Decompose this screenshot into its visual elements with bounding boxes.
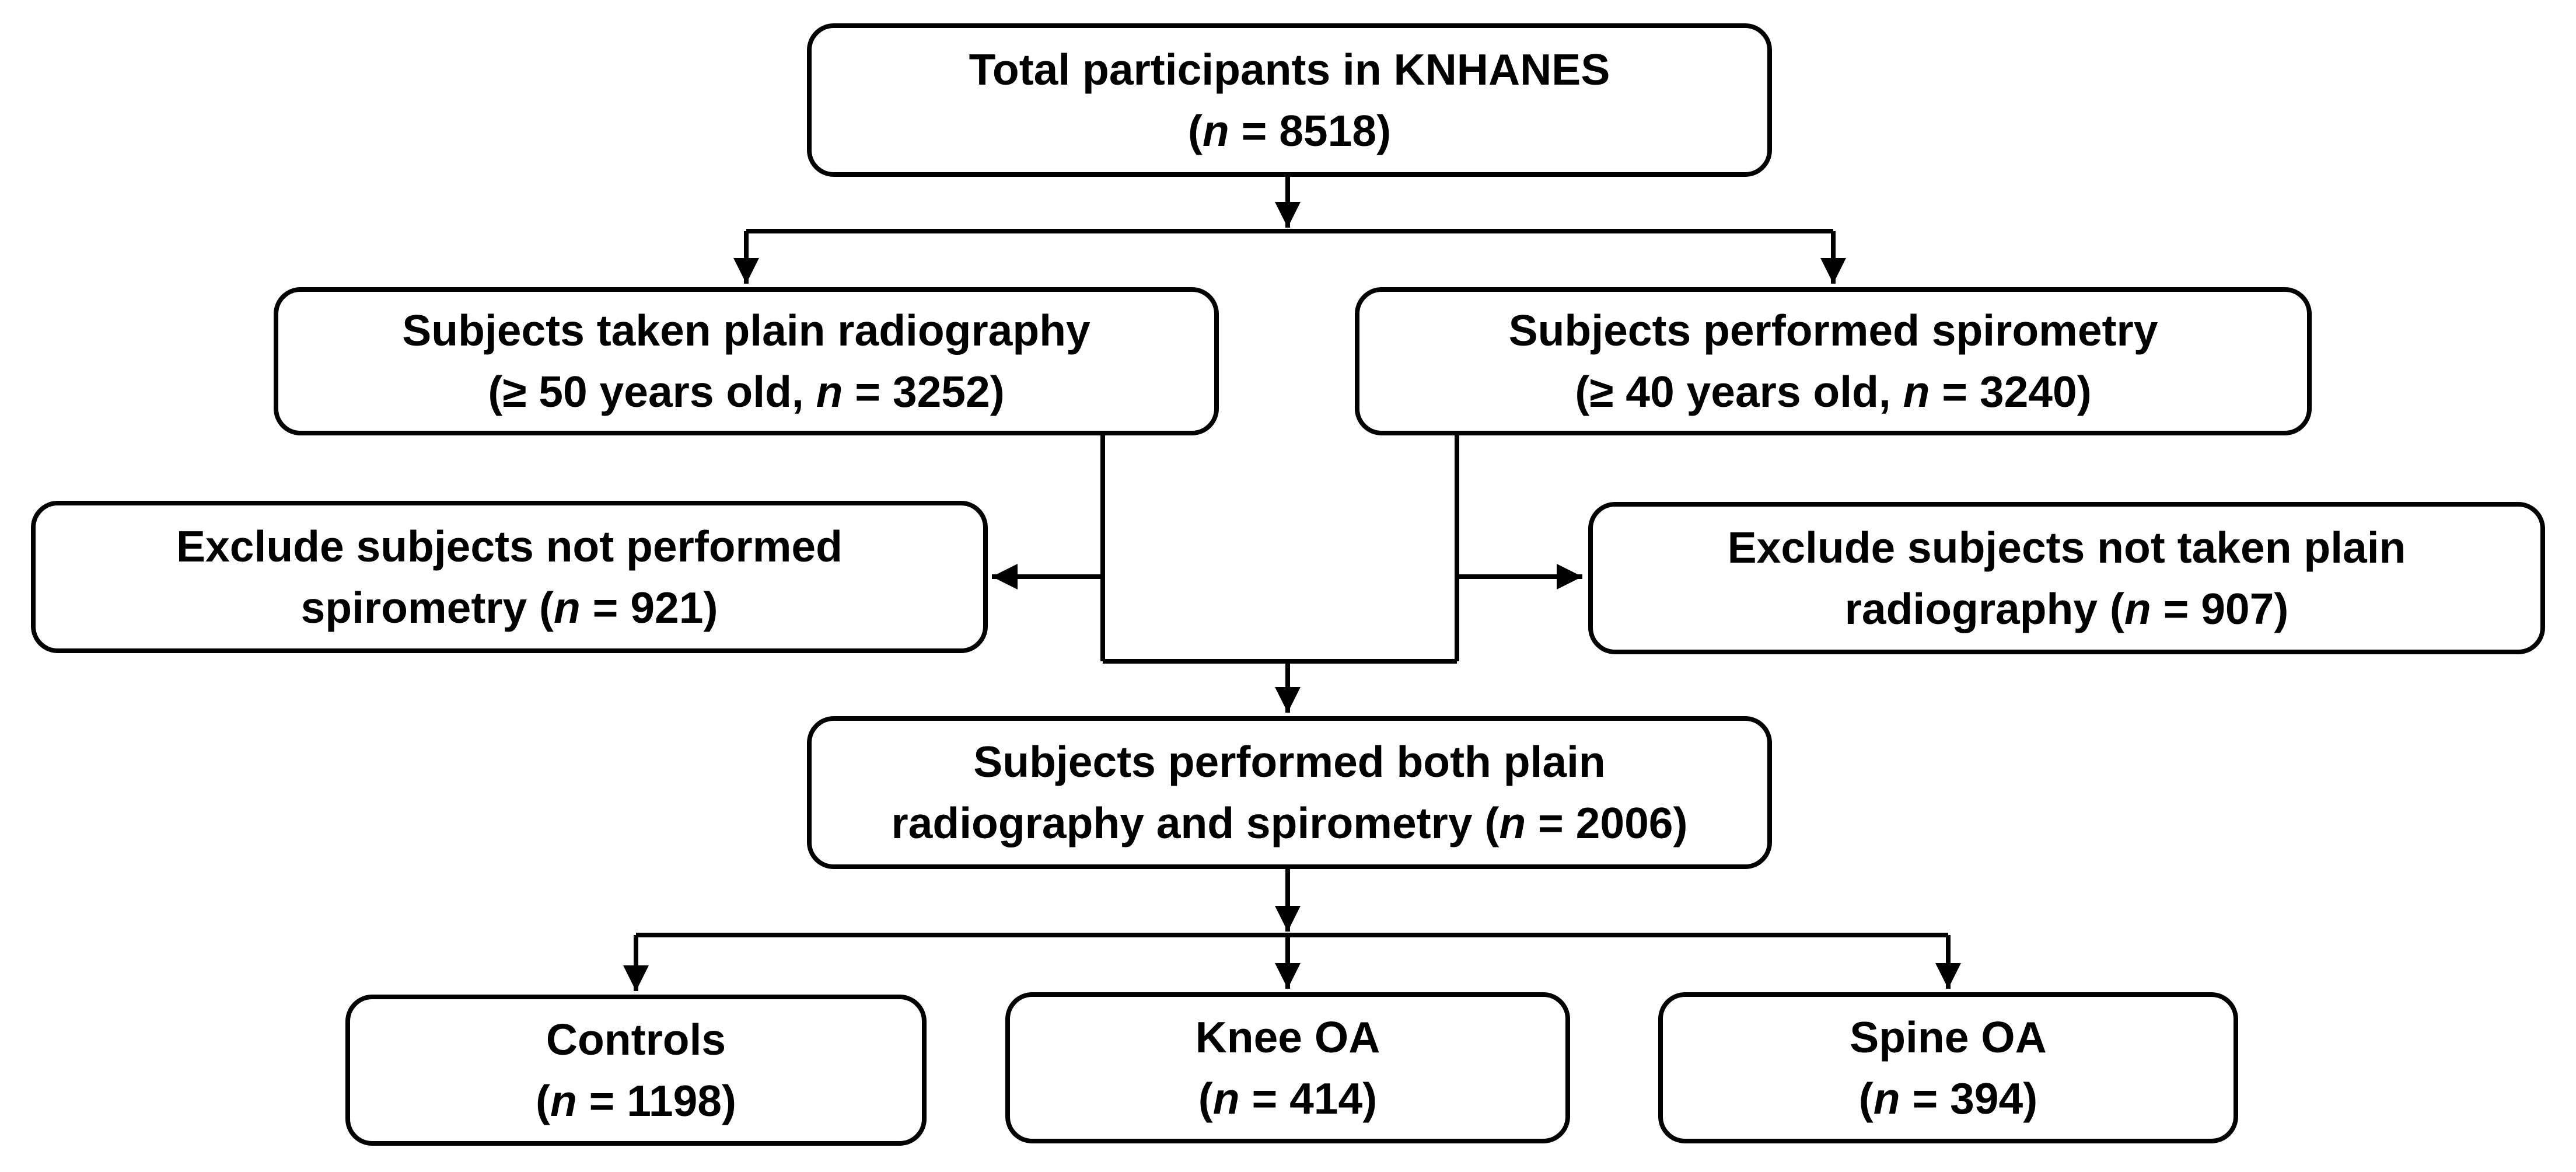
- box-radio-line1: Subjects taken plain radiography: [402, 306, 1090, 355]
- box-total-line2: (n = 8518): [1188, 100, 1391, 162]
- n-symbol: n: [816, 367, 843, 416]
- box-knee-line2: (n = 414): [1198, 1068, 1377, 1129]
- line2-suffix: = 8518): [1229, 106, 1392, 155]
- box-spine-oa-group: Spine OA (n = 394): [1658, 992, 2238, 1143]
- box-both-procedures: Subjects performed both plain radiograph…: [807, 716, 1772, 869]
- n-symbol: n: [1873, 1073, 1900, 1123]
- n-symbol: n: [1202, 106, 1229, 155]
- box-spine-line2: (n = 394): [1859, 1068, 2037, 1129]
- box-controls-group: Controls (n = 1198): [345, 995, 927, 1146]
- box-total-line1: Total participants in KNHANES: [969, 44, 1610, 94]
- box-exclude-no-radiography: Exclude subjects not taken plain radiogr…: [1588, 502, 2545, 654]
- line2-suffix: = 921): [580, 582, 718, 632]
- box-spirometry: Subjects performed spirometry (≥ 40 year…: [1355, 287, 2312, 435]
- box-spiro-line2: (≥ 40 years old, n = 3240): [1575, 361, 2091, 423]
- n-symbol: n: [550, 1076, 577, 1125]
- box-controls-line2: (n = 1198): [536, 1070, 736, 1132]
- box-spine-line1: Spine OA: [1850, 1012, 2047, 1062]
- box-controls-line1: Controls: [546, 1014, 726, 1064]
- line2-suffix: = 907): [2151, 584, 2289, 633]
- line2-suffix: = 3252): [843, 367, 1005, 416]
- box-both-line2: radiography and spirometry (n = 2006): [892, 793, 1688, 854]
- line2-suffix: = 1198): [576, 1076, 736, 1125]
- line2-prefix: radiography and spirometry (: [891, 798, 1500, 847]
- n-symbol: n: [1903, 367, 1930, 416]
- line2-prefix: (: [536, 1076, 550, 1125]
- line2-prefix: (: [1198, 1073, 1213, 1123]
- box-knee-oa-group: Knee OA (n = 414): [1005, 992, 1570, 1143]
- box-excl-ra-line2: radiography (n = 907): [1845, 578, 2289, 640]
- box-spiro-line1: Subjects performed spirometry: [1508, 306, 2158, 355]
- line2-suffix: = 3240): [1930, 367, 2092, 416]
- line2-prefix: (≥ 40 years old,: [1575, 367, 1903, 416]
- line2-suffix: = 394): [1900, 1073, 2038, 1123]
- n-symbol: n: [1212, 1073, 1240, 1123]
- n-symbol: n: [554, 582, 581, 632]
- line2-prefix: radiography (: [1844, 584, 2124, 633]
- line2-prefix: (≥ 50 years old,: [488, 367, 816, 416]
- box-excl-sp-line2: spirometry (n = 921): [301, 577, 718, 639]
- box-excl-sp-line1: Exclude subjects not performed: [176, 521, 843, 571]
- box-total-participants: Total participants in KNHANES (n = 8518): [807, 23, 1772, 177]
- box-exclude-no-spirometry: Exclude subjects not performed spirometr…: [31, 501, 988, 653]
- n-symbol: n: [2124, 584, 2151, 633]
- line2-suffix: = 2006): [1526, 798, 1688, 847]
- n-symbol: n: [1499, 798, 1526, 847]
- box-plain-radiography: Subjects taken plain radiography (≥ 50 y…: [274, 287, 1219, 435]
- box-both-line1: Subjects performed both plain: [973, 737, 1606, 786]
- box-radio-line2: (≥ 50 years old, n = 3252): [488, 361, 1004, 423]
- box-knee-line1: Knee OA: [1195, 1012, 1380, 1062]
- line2-prefix: (: [1858, 1073, 1874, 1123]
- line2-prefix: (: [1187, 106, 1203, 155]
- line2-prefix: spirometry (: [300, 582, 554, 632]
- box-excl-ra-line1: Exclude subjects not taken plain: [1727, 522, 2406, 572]
- line2-suffix: = 414): [1239, 1073, 1378, 1123]
